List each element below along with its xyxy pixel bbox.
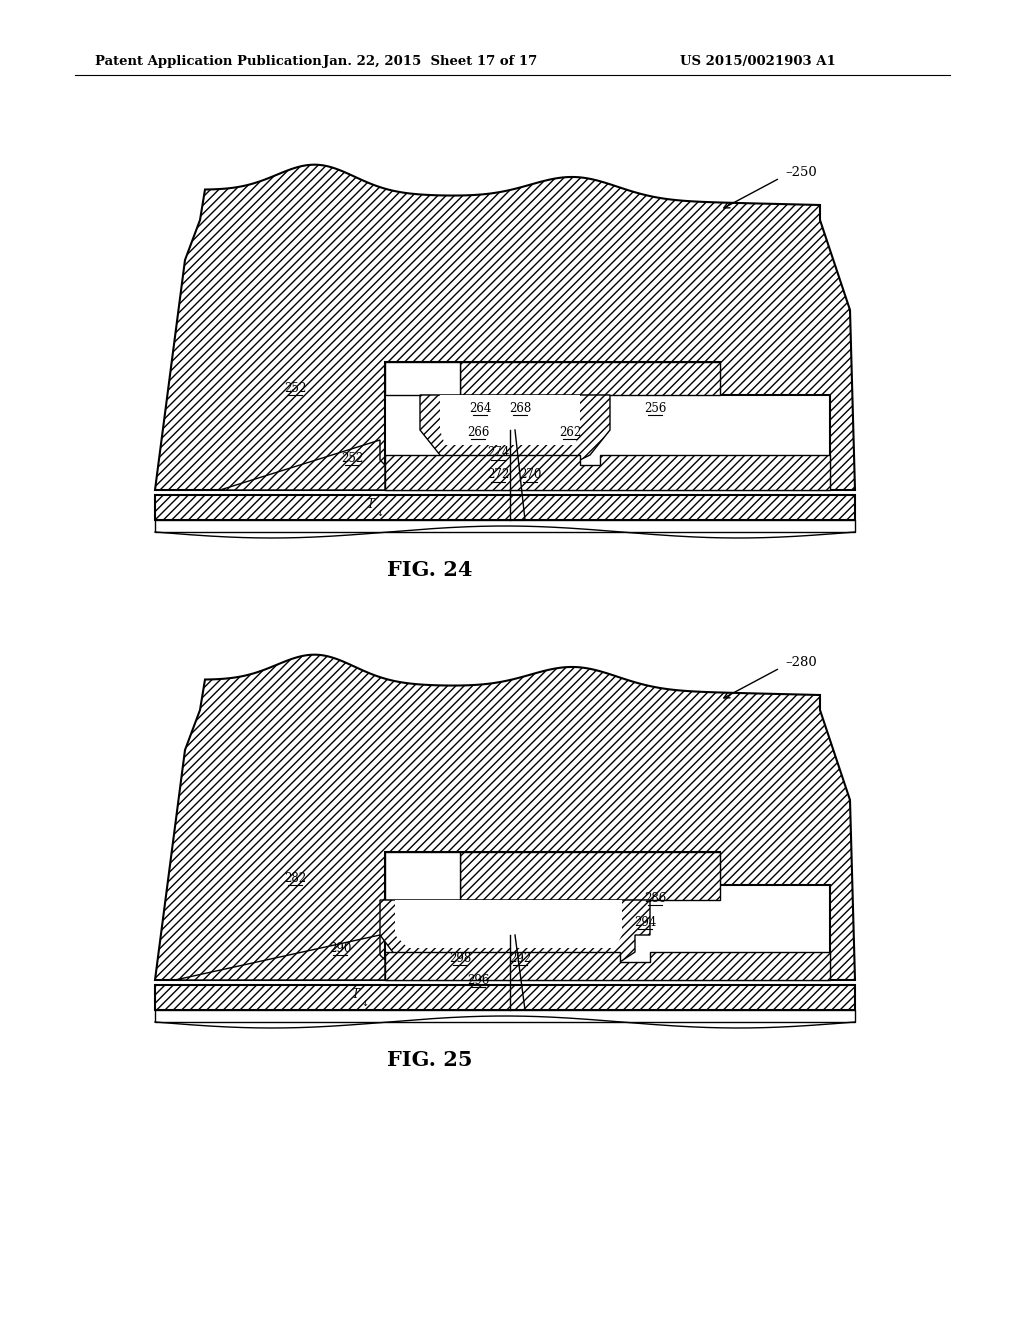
PathPatch shape — [385, 851, 830, 979]
Text: 282: 282 — [284, 871, 306, 884]
Text: 264: 264 — [469, 401, 492, 414]
PathPatch shape — [385, 362, 830, 490]
Text: 252: 252 — [341, 451, 364, 465]
PathPatch shape — [460, 851, 720, 900]
Text: FIG. 24: FIG. 24 — [387, 560, 473, 579]
PathPatch shape — [155, 1010, 855, 1022]
Text: 266: 266 — [467, 425, 489, 438]
Text: 268: 268 — [509, 401, 531, 414]
PathPatch shape — [220, 440, 385, 490]
Text: 272: 272 — [486, 469, 509, 482]
PathPatch shape — [385, 362, 460, 395]
Text: T: T — [351, 989, 359, 1002]
Text: 298: 298 — [449, 952, 471, 965]
Text: 274: 274 — [486, 446, 509, 459]
PathPatch shape — [385, 851, 460, 900]
Text: FIG. 25: FIG. 25 — [387, 1049, 473, 1071]
PathPatch shape — [175, 935, 385, 979]
PathPatch shape — [385, 455, 830, 490]
Text: Patent Application Publication: Patent Application Publication — [95, 55, 322, 69]
Text: 262: 262 — [559, 425, 582, 438]
Text: 256: 256 — [644, 401, 667, 414]
PathPatch shape — [460, 362, 720, 395]
Text: ↓: ↓ — [361, 998, 369, 1007]
Text: T: T — [366, 499, 374, 511]
PathPatch shape — [155, 495, 855, 520]
Text: 294: 294 — [634, 916, 656, 928]
Text: 296: 296 — [467, 974, 489, 986]
PathPatch shape — [155, 655, 855, 979]
Text: Jan. 22, 2015  Sheet 17 of 17: Jan. 22, 2015 Sheet 17 of 17 — [323, 55, 538, 69]
Text: 290: 290 — [329, 941, 351, 954]
PathPatch shape — [155, 520, 855, 532]
Text: –250: –250 — [785, 166, 817, 180]
Text: 252: 252 — [284, 381, 306, 395]
PathPatch shape — [440, 395, 580, 445]
PathPatch shape — [155, 985, 855, 1010]
PathPatch shape — [385, 952, 830, 979]
Text: US 2015/0021903 A1: US 2015/0021903 A1 — [680, 55, 836, 69]
Text: 292: 292 — [509, 952, 531, 965]
Text: 270: 270 — [519, 469, 542, 482]
PathPatch shape — [155, 165, 855, 490]
Text: –280: –280 — [785, 656, 817, 669]
Text: ↓: ↓ — [377, 508, 384, 517]
PathPatch shape — [420, 395, 610, 465]
PathPatch shape — [395, 900, 622, 948]
Text: 286: 286 — [644, 891, 667, 904]
PathPatch shape — [380, 900, 650, 962]
